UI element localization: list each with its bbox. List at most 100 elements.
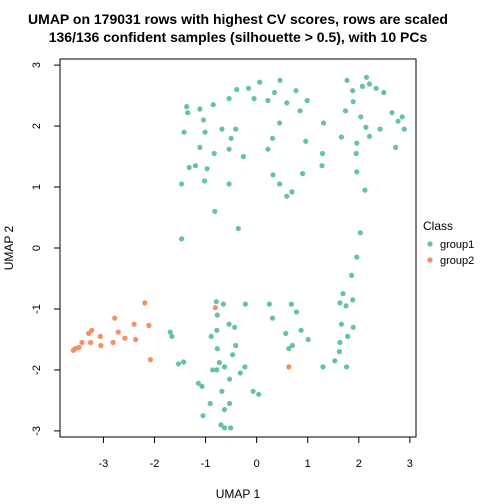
chart-title: UMAP on 179031 rows with highest CV scor…	[28, 11, 448, 27]
point-group1	[399, 114, 405, 120]
point-group1	[256, 391, 262, 397]
point-group1	[338, 134, 344, 140]
point-group1	[214, 346, 220, 352]
x-tick-label: 0	[254, 458, 260, 470]
point-group1	[284, 193, 290, 199]
y-tick-label: -3	[31, 426, 43, 436]
point-group1	[250, 388, 256, 394]
y-axis-label: UMAP 2	[2, 225, 16, 270]
point-group1	[221, 425, 228, 431]
point-group1	[242, 364, 248, 370]
point-group2	[146, 322, 152, 328]
point-group1	[289, 342, 295, 349]
legend-swatch-group1	[427, 241, 433, 247]
point-group1	[343, 364, 350, 370]
point-group1	[304, 97, 310, 104]
point-group1	[192, 163, 198, 169]
point-group1	[201, 178, 208, 184]
point-group1	[389, 110, 395, 116]
point-group1	[336, 349, 342, 355]
point-group1	[277, 120, 283, 126]
point-group1	[230, 352, 236, 358]
point-group1	[197, 144, 203, 150]
y-axis: -3 -2 -1 0 1 2 3	[31, 62, 60, 436]
point-group1	[319, 163, 325, 169]
point-group1	[288, 301, 294, 307]
point-group1	[221, 364, 228, 370]
point-group1	[401, 126, 407, 132]
point-group1	[214, 312, 220, 318]
point-group1	[283, 330, 289, 336]
point-group1	[245, 85, 252, 91]
point-group1	[300, 171, 306, 177]
x-axis-label: UMAP 1	[216, 487, 261, 501]
point-group1	[232, 324, 238, 330]
point-group1	[340, 291, 346, 297]
y-tick-label: 3	[31, 62, 43, 68]
point-group1	[297, 108, 303, 114]
point-group1	[202, 129, 208, 135]
point-group1	[167, 329, 173, 335]
point-group1	[354, 140, 360, 146]
point-group2	[122, 335, 128, 341]
chart-subtitle: 136/136 confident samples (silhouette > …	[49, 29, 428, 45]
y-tick-label: 1	[31, 184, 43, 190]
data-points	[70, 74, 407, 431]
point-group1	[210, 102, 216, 108]
point-group1	[366, 81, 373, 87]
point-group1	[214, 327, 220, 333]
point-group1	[214, 367, 220, 373]
point-group1	[195, 380, 201, 386]
point-group1	[363, 124, 369, 130]
point-group1	[358, 114, 364, 120]
point-group1	[213, 299, 219, 305]
point-group1	[344, 77, 350, 83]
point-group1	[320, 364, 326, 370]
point-group1	[228, 425, 234, 431]
point-group1	[179, 236, 185, 242]
point-group1	[350, 99, 356, 105]
point-group1	[338, 321, 344, 327]
point-group1	[185, 110, 191, 116]
point-group1	[257, 79, 263, 85]
point-group1	[269, 135, 276, 141]
point-group1	[211, 150, 217, 157]
point-group1	[393, 144, 399, 150]
point-group1	[337, 339, 343, 346]
point-group1	[362, 187, 368, 193]
x-tick-label: 1	[305, 458, 311, 470]
y-tick-label: 0	[31, 245, 43, 251]
point-group2	[147, 357, 153, 363]
point-group2	[212, 305, 218, 311]
point-group1	[240, 153, 246, 160]
point-group1	[284, 100, 290, 106]
point-group1	[226, 321, 232, 327]
legend-swatch-group2	[427, 257, 433, 263]
point-group1	[305, 336, 311, 343]
point-group1	[228, 135, 234, 141]
point-group1	[345, 333, 351, 339]
legend-label-group1: group1	[440, 239, 474, 251]
point-group1	[354, 169, 360, 175]
point-group1	[350, 324, 356, 330]
point-group1	[233, 126, 239, 132]
point-group1	[226, 96, 232, 102]
point-group1	[349, 272, 355, 278]
point-group1	[377, 126, 383, 132]
point-group1	[227, 400, 233, 407]
point-group1	[221, 407, 228, 413]
point-group1	[235, 225, 241, 232]
point-group1	[226, 181, 232, 187]
point-group1	[242, 301, 248, 307]
point-group1	[303, 138, 309, 144]
point-group2	[86, 330, 92, 336]
point-group1	[381, 89, 387, 96]
point-group1	[357, 230, 363, 236]
point-group1	[204, 166, 210, 172]
point-group1	[293, 309, 300, 315]
point-group1	[200, 117, 207, 123]
point-group1	[363, 74, 370, 80]
point-group2	[110, 339, 116, 346]
point-group1	[237, 370, 243, 376]
